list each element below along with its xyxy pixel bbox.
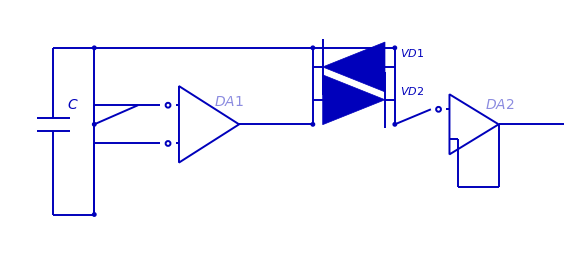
Circle shape <box>393 123 396 126</box>
Circle shape <box>311 123 315 126</box>
Polygon shape <box>322 75 385 125</box>
Circle shape <box>93 46 96 50</box>
Circle shape <box>311 46 315 50</box>
Text: $\mathit{VD1}$: $\mathit{VD1}$ <box>400 47 424 59</box>
Polygon shape <box>322 42 385 92</box>
Text: $\mathit{C}$: $\mathit{C}$ <box>67 98 79 112</box>
Circle shape <box>393 46 396 50</box>
Text: $\mathit{DA2}$: $\mathit{DA2}$ <box>485 98 514 112</box>
Circle shape <box>93 213 96 216</box>
Text: $\mathit{VD2}$: $\mathit{VD2}$ <box>400 85 424 97</box>
Circle shape <box>93 123 96 126</box>
Text: $\mathit{DA1}$: $\mathit{DA1}$ <box>215 95 244 110</box>
